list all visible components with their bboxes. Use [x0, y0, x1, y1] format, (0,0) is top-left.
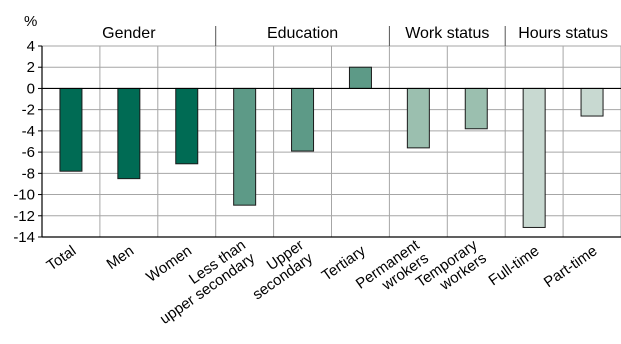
x-tick-label: Uppersecondary: [240, 236, 316, 303]
y-tick-label: -8: [22, 165, 35, 182]
y-tick-label: -2: [22, 102, 35, 119]
y-axis-label: %: [24, 13, 37, 30]
x-tick-label: Full-time: [486, 242, 543, 289]
bar: [580, 87, 604, 117]
y-tick-label: -10: [13, 187, 35, 204]
x-tick-label: Men: [103, 242, 137, 273]
y-tick-labels: 4 2 0 -2 -4 -6 -8 -10 -12 -14: [13, 38, 35, 246]
bars: [59, 66, 604, 228]
group-header: Education: [267, 25, 338, 42]
bar: [522, 87, 546, 228]
y-tick-label: -12: [13, 208, 35, 225]
x-tick-label: Total: [44, 242, 80, 274]
y-tick-label: -14: [13, 229, 35, 246]
bar: [464, 87, 488, 130]
x-tick-label: Less thanupper secondary: [148, 236, 259, 327]
y-tick-label: -4: [22, 123, 35, 140]
group-header: Work status: [405, 25, 489, 42]
x-tick-label: Women: [143, 242, 195, 285]
group-header: Hours status: [518, 25, 608, 42]
axes: [38, 45, 621, 238]
bar: [291, 87, 315, 152]
group-header: Gender: [102, 25, 156, 42]
bar: [117, 87, 141, 180]
y-tick-label: 4: [27, 38, 35, 55]
y-tick-label: 2: [27, 59, 35, 76]
bar: [406, 87, 430, 149]
bar: [59, 87, 83, 172]
bar: [175, 87, 199, 165]
y-tick-label: 0: [27, 80, 35, 97]
y-tick-label: -6: [22, 144, 35, 161]
group-headers: Gender Education Work status Hours status: [102, 25, 608, 46]
bar: [233, 87, 257, 206]
x-tick-label: Part-time: [541, 242, 601, 291]
x-tick-label: Temporaryworkers: [413, 236, 490, 304]
bar: [348, 66, 372, 89]
